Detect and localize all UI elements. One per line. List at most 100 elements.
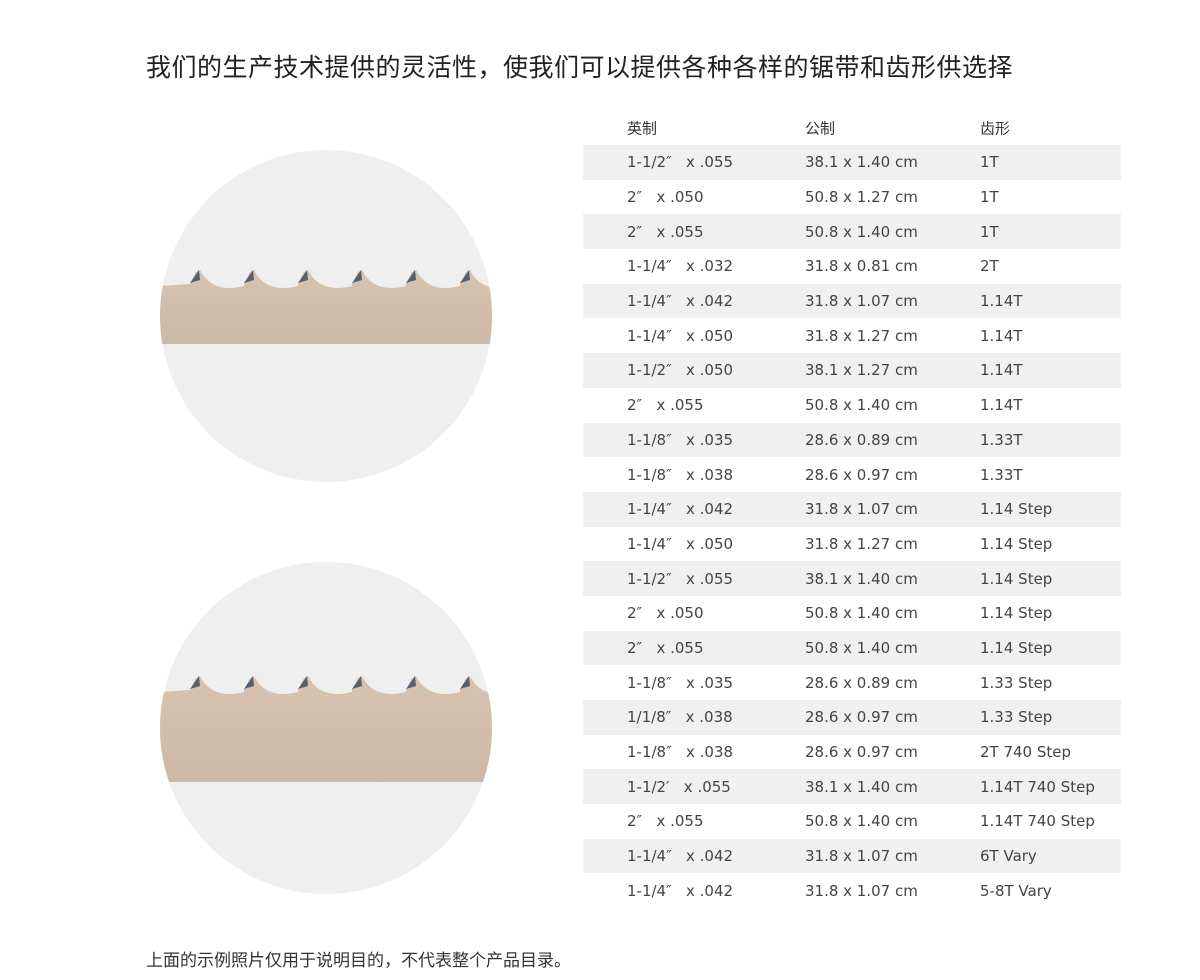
cell-metric: 50.8 x 1.40 cm (805, 638, 918, 657)
table-row: 2″ x .050 50.8 x 1.40 cm 1.14 Step (583, 596, 1121, 631)
cell-metric: 50.8 x 1.40 cm (805, 396, 918, 415)
tooth-tip (460, 270, 470, 283)
cell-imperial: 1-1/8″ x .038 (627, 465, 734, 484)
cell-metric: 31.8 x 1.07 cm (805, 881, 918, 900)
cell-tooth-profile: 1.14T 740 Step (980, 812, 1095, 831)
cell-metric: 50.8 x 1.27 cm (805, 188, 918, 207)
cell-imperial: 1-1/4″ x .042 (627, 881, 734, 900)
table-row: 2″ x .055 50.8 x 1.40 cm 1.14T 740 Step (583, 804, 1121, 839)
cell-tooth-profile: 6T Vary (980, 847, 1037, 866)
header-metric: 公制 (805, 119, 836, 137)
cell-metric: 50.8 x 1.40 cm (805, 604, 918, 623)
cell-tooth-profile: 1T (980, 188, 999, 207)
cell-imperial: 1-1/8″ x .035 (627, 430, 734, 449)
tooth-tip (298, 676, 308, 689)
saw-blade-photo (160, 562, 492, 894)
table-row: 2″ x .055 50.8 x 1.40 cm 1.14 Step (583, 630, 1121, 666)
cell-tooth-profile: 1.14T (980, 396, 1023, 415)
cell-imperial: 1-1/2″ x .055 (627, 153, 734, 172)
table-row: 1-1/8″ x .038 28.6 x 0.97 cm 2T 740 Step (583, 735, 1121, 770)
table-row: 1-1/4″ x .042 31.8 x 1.07 cm 5-8T Vary (583, 873, 1121, 908)
blade (160, 676, 492, 782)
tooth-tip (244, 676, 254, 689)
tooth-tip (406, 676, 416, 689)
footnote: 上面的示例照片仅用于说明目的，不代表整个产品目录。 (146, 951, 571, 971)
cell-metric: 38.1 x 1.40 cm (805, 777, 918, 796)
cell-tooth-profile: 1.14 Step (980, 534, 1053, 553)
tooth-tip (352, 676, 362, 689)
cell-tooth-profile: 1.14T (980, 292, 1023, 311)
saw-blade-photo (160, 150, 492, 482)
specs-table: 英制 公制 齿形 1-1/2″ x .055 38.1 x 1.40 cm 1T 2″… (583, 110, 1121, 908)
cell-metric: 50.8 x 1.40 cm (805, 222, 918, 241)
cell-tooth-profile: 1.33 Step (980, 673, 1053, 692)
cell-imperial: 2″ x .055 (627, 812, 704, 831)
tooth-tip (460, 676, 470, 689)
cell-imperial: 1-1/2″ x .050 (627, 361, 734, 380)
header-imperial: 英制 (627, 119, 658, 137)
cell-tooth-profile: 1.14T (980, 361, 1023, 380)
cell-tooth-profile: 5-8T Vary (980, 881, 1052, 900)
cell-imperial: 1/1/8″ x .038 (627, 708, 733, 727)
cell-imperial: 2″ x .055 (627, 396, 704, 415)
table-row: 2″ x .055 50.8 x 1.40 cm 1T (583, 214, 1121, 250)
cell-tooth-profile: 1T (980, 222, 999, 241)
cell-tooth-profile: 1T (980, 153, 999, 172)
table-row: 1-1/8″ x .035 28.6 x 0.89 cm 1.33T (583, 422, 1121, 458)
tooth-tip (190, 676, 200, 689)
cell-imperial: 1-1/4″ x .042 (627, 847, 734, 866)
table-row: 1-1/2″ x .055 38.1 x 1.40 cm 1T (583, 145, 1121, 180)
tooth-tip (244, 270, 254, 283)
cell-imperial: 1-1/4″ x .042 (627, 292, 734, 311)
cell-imperial: 1-1/4″ x .042 (627, 500, 734, 519)
cell-metric: 38.1 x 1.40 cm (805, 569, 918, 588)
cell-metric: 28.6 x 0.89 cm (805, 430, 918, 449)
table-row: 1-1/8″ x .038 28.6 x 0.97 cm 1.33T (583, 457, 1121, 492)
cell-imperial: 1-1/4″ x .050 (627, 534, 734, 553)
cell-tooth-profile: 1.33T (980, 430, 1023, 449)
tooth-tip (352, 270, 362, 283)
cell-metric: 38.1 x 1.40 cm (805, 153, 918, 172)
table-row: 2″ x .055 50.8 x 1.40 cm 1.14T (583, 388, 1121, 423)
cell-metric: 31.8 x 1.07 cm (805, 500, 918, 519)
table-header: 英制 公制 齿形 (583, 110, 1121, 145)
cell-imperial: 2″ x .050 (627, 188, 704, 207)
cell-metric: 28.6 x 0.97 cm (805, 743, 918, 762)
cell-tooth-profile: 1.14T (980, 326, 1023, 345)
cell-imperial: 1-1/4″ x .032 (627, 257, 734, 276)
tooth-tip (298, 270, 308, 283)
cell-imperial: 1-1/2″ x .055 (627, 569, 734, 588)
table-row: 1-1/2″ x .055 38.1 x 1.40 cm 1.14 Step (583, 561, 1121, 596)
cell-tooth-profile: 1.14T 740 Step (980, 777, 1095, 796)
cell-tooth-profile: 1.14 Step (980, 604, 1053, 623)
cell-metric: 31.8 x 0.81 cm (805, 257, 918, 276)
cell-tooth-profile: 1.33T (980, 465, 1023, 484)
cell-imperial: 2″ x .050 (627, 604, 704, 623)
blade (160, 270, 492, 344)
table-row: 1-1/2″ x .050 38.1 x 1.27 cm 1.14T (583, 353, 1121, 388)
cell-imperial: 1-1/8″ x .035 (627, 673, 734, 692)
table-row: 1-1/8″ x .035 28.6 x 0.89 cm 1.33 Step (583, 665, 1121, 700)
table-row: 1-1/2′ x .055 38.1 x 1.40 cm 1.14T 740 Ste… (583, 769, 1121, 805)
cell-tooth-profile: 1.33 Step (980, 708, 1053, 727)
cell-tooth-profile: 2T (980, 257, 999, 276)
cell-metric: 31.8 x 1.27 cm (805, 534, 918, 553)
table-row: 1/1/8″ x .038 28.6 x 0.97 cm 1.33 Step (583, 700, 1121, 735)
cell-metric: 28.6 x 0.97 cm (805, 708, 918, 727)
cell-imperial: 2″ x .055 (627, 638, 704, 657)
table-row: 1-1/4″ x .050 31.8 x 1.27 cm 1.14T (583, 318, 1121, 353)
table-row: 1-1/4″ x .042 31.8 x 1.07 cm 1.14T (583, 283, 1121, 319)
cell-tooth-profile: 1.14 Step (980, 638, 1053, 657)
cell-imperial: 1-1/2′ x .055 (627, 777, 731, 796)
tooth-tip (406, 270, 416, 283)
table-row: 1-1/4″ x .032 31.8 x 0.81 cm 2T (583, 249, 1121, 284)
table-row: 1-1/4″ x .042 31.8 x 1.07 cm 1.14 Step (583, 491, 1121, 527)
cell-imperial: 2″ x .055 (627, 222, 704, 241)
cell-metric: 31.8 x 1.27 cm (805, 326, 918, 345)
cell-metric: 31.8 x 1.07 cm (805, 292, 918, 311)
cell-imperial: 1-1/8″ x .038 (627, 743, 734, 762)
header-tooth-profile: 齿形 (980, 119, 1011, 137)
cell-metric: 28.6 x 0.89 cm (805, 673, 918, 692)
tooth-tip (190, 270, 200, 283)
table-row: 2″ x .050 50.8 x 1.27 cm 1T (583, 180, 1121, 215)
